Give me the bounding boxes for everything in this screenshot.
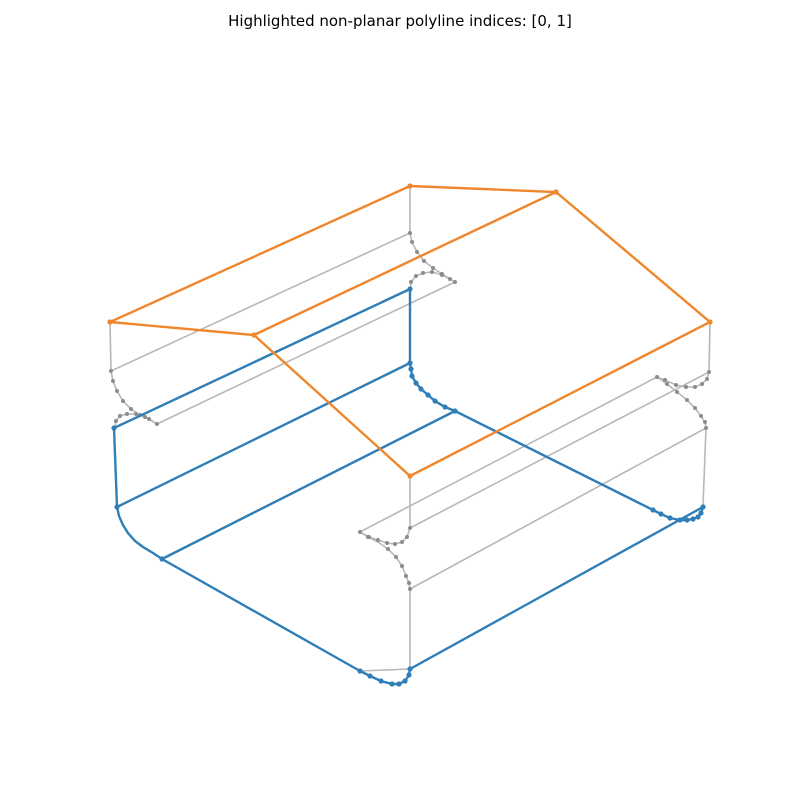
bg-edge [409,371,710,529]
bg-edge [110,232,411,372]
bg-curve [110,370,158,425]
bg-edge [156,281,456,425]
bg-edge [359,668,411,672]
polyline-1-inner-edge [253,190,557,337]
bg-edge [708,321,711,373]
bg-edge [109,321,112,372]
background-polylines [109,186,711,672]
bg-edge [409,427,707,590]
figure-title: Highlighted non-planar polyline indices:… [228,12,572,30]
polyline-0-path [112,287,706,686]
polyline-0-inner-edge [116,361,411,509]
bg-edge [702,427,707,507]
background-points [108,231,711,591]
polyline-0-points [111,286,706,687]
polyline-1-points [107,183,713,479]
polyline-0-inner-edge [161,409,456,561]
bg-edge [359,376,658,533]
highlighted-polyline-1 [107,183,713,479]
highlighted-polyline-0 [111,286,706,687]
